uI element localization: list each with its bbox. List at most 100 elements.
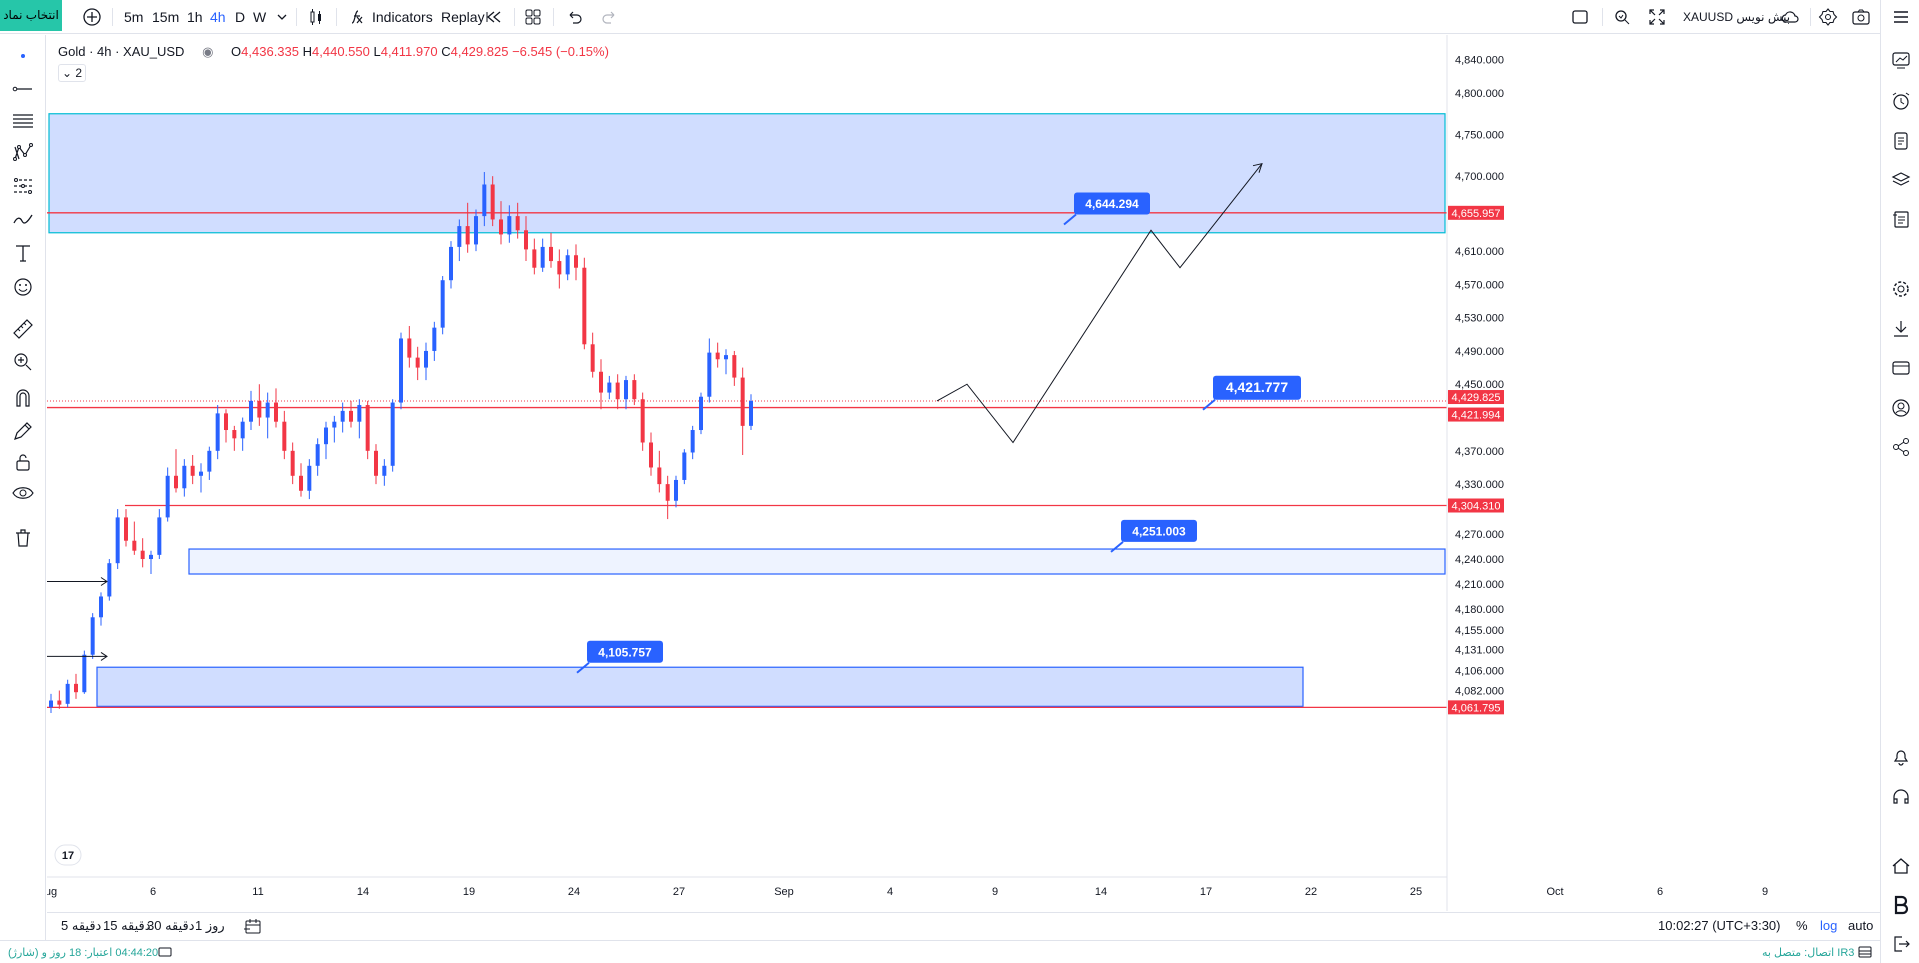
brush-icon[interactable] <box>11 207 35 231</box>
expand-icon[interactable] <box>1647 7 1667 27</box>
auto-toggle[interactable]: auto <box>1848 918 1874 933</box>
projection-icon[interactable] <box>11 174 35 198</box>
candle-body <box>240 421 245 439</box>
price-label-annotation[interactable]: 4,105.757 <box>576 640 663 674</box>
replay-button[interactable]: Replay <box>441 9 485 25</box>
rewind-icon[interactable] <box>484 7 504 27</box>
chevron-down-icon[interactable] <box>272 7 292 27</box>
log-toggle[interactable]: log <box>1820 918 1838 933</box>
y-tick-label: 4,330.000 <box>1455 479 1504 491</box>
price-badge: 4,421.994 <box>1448 407 1504 422</box>
interval-15m[interactable]: 15m <box>152 9 180 25</box>
range-15m[interactable]: 15 دقیقه <box>103 918 151 933</box>
demand-zone-mid[interactable] <box>188 548 1446 575</box>
add-symbol-icon[interactable] <box>82 7 102 27</box>
order-list-icon[interactable] <box>1890 208 1912 230</box>
download-icon[interactable] <box>1890 318 1912 340</box>
indicators-button[interactable]: Indicators <box>372 9 433 25</box>
projection-path[interactable] <box>936 163 1263 444</box>
symbol-draft-label[interactable]: XAUUSD پیش نویس <box>1683 10 1791 24</box>
price-label-annotation[interactable]: 4,421.777 <box>1202 375 1301 411</box>
magnet-icon[interactable] <box>11 386 35 410</box>
label-pointer <box>1110 541 1124 553</box>
fullscreen-square-icon[interactable] <box>1570 7 1590 27</box>
share-icon[interactable] <box>1890 436 1912 458</box>
date-range-icon[interactable] <box>243 918 263 936</box>
price-label-annotation[interactable]: 4,251.003 <box>1110 519 1197 553</box>
interval-1h[interactable]: 1h <box>187 9 203 25</box>
settings-gear-icon[interactable] <box>1818 7 1838 27</box>
pattern-icon[interactable] <box>11 141 35 165</box>
label-text: 4,251.003 <box>1132 524 1186 538</box>
price-badge-text: 4,304.310 <box>1452 500 1501 512</box>
candle <box>649 432 653 476</box>
bold-b-icon[interactable] <box>1890 894 1912 916</box>
alarm-clock-icon[interactable] <box>1890 90 1912 112</box>
zoom-in-icon[interactable] <box>11 350 35 374</box>
profile-icon[interactable] <box>1890 397 1912 419</box>
text-icon[interactable] <box>11 241 35 265</box>
interval-D[interactable]: D <box>235 9 246 25</box>
layers-icon[interactable] <box>1890 169 1912 191</box>
trend-line-icon[interactable] <box>11 77 35 101</box>
eye-icon[interactable] <box>11 481 35 505</box>
cloud-icon[interactable] <box>1780 7 1800 27</box>
arrow-line[interactable] <box>47 577 108 586</box>
demand-zone-low[interactable] <box>96 666 1304 707</box>
range-5m[interactable]: 5 دقیقه <box>61 918 102 933</box>
arrow-line[interactable] <box>47 651 108 661</box>
candle <box>632 374 637 406</box>
pencil-lock-icon[interactable] <box>11 419 35 443</box>
price-badge-text: 4,429.825 <box>1452 392 1501 404</box>
indicator-count-toggle[interactable]: ⌄ 2 <box>58 64 86 82</box>
price-badge: 4,655.957 <box>1448 205 1504 220</box>
supply-zone[interactable] <box>48 113 1446 234</box>
price-badge: 4,429.825 <box>1448 390 1504 405</box>
notes-icon[interactable] <box>1890 130 1912 152</box>
legend-title[interactable]: Gold · 4h · XAU_USD <box>58 44 185 59</box>
redo-icon[interactable] <box>600 7 620 27</box>
trash-icon[interactable] <box>11 526 35 550</box>
label-pointer <box>576 661 590 674</box>
price-badge-bg <box>1448 390 1504 405</box>
price-label-annotation[interactable]: 4,644.294 <box>1063 192 1150 226</box>
candle <box>565 249 570 281</box>
notification-bell-icon[interactable] <box>1890 746 1912 768</box>
fib-lines-icon[interactable] <box>11 109 35 133</box>
interval-5m[interactable]: 5m <box>124 9 144 25</box>
x-tick-label: 9 <box>1762 886 1768 898</box>
menu-icon[interactable] <box>1890 6 1912 28</box>
crosshair-dot-icon[interactable] <box>11 44 35 68</box>
headset-icon[interactable] <box>1890 786 1912 808</box>
emoji-icon[interactable] <box>11 275 35 299</box>
candle-body <box>315 444 320 466</box>
x-tick-label: 22 <box>1305 886 1317 898</box>
interval-4h[interactable]: 4h <box>210 9 226 25</box>
range-30m[interactable]: 30 دقیقه <box>147 918 195 933</box>
symbol-select-button[interactable]: انتخاب نماد <box>0 0 62 31</box>
lock-icon[interactable] <box>11 450 35 474</box>
legend-eye-icon[interactable]: ◉ <box>202 44 214 59</box>
interval-W[interactable]: W <box>253 9 267 25</box>
candles-chart-type-icon[interactable] <box>306 7 326 27</box>
percent-toggle[interactable]: % <box>1796 918 1808 933</box>
quick-search-icon[interactable] <box>1612 7 1632 27</box>
price-chart[interactable]: 4,644.294 4,421.777 4,251.003 4,105.757 4,8… <box>47 35 1880 911</box>
range-1d[interactable]: 1 روز <box>195 918 225 933</box>
candle-body <box>174 475 178 489</box>
home-icon[interactable] <box>1890 855 1912 877</box>
camera-icon[interactable] <box>1851 7 1871 27</box>
ruler-icon[interactable] <box>11 317 35 341</box>
candle-body <box>324 427 328 445</box>
indicators-icon[interactable] <box>348 7 368 27</box>
candle <box>282 410 287 460</box>
watchlist-icon[interactable] <box>1890 49 1912 71</box>
layout-grid-icon[interactable] <box>523 7 543 27</box>
card-icon[interactable] <box>1890 357 1912 379</box>
undo-icon[interactable] <box>564 7 584 27</box>
settings-icon[interactable] <box>1890 278 1912 300</box>
candle-body <box>132 540 137 551</box>
logout-icon[interactable] <box>1890 933 1912 955</box>
clock-readout[interactable]: 10:02:27 (UTC+3:30) <box>1658 918 1781 933</box>
candle-body <box>357 405 362 422</box>
